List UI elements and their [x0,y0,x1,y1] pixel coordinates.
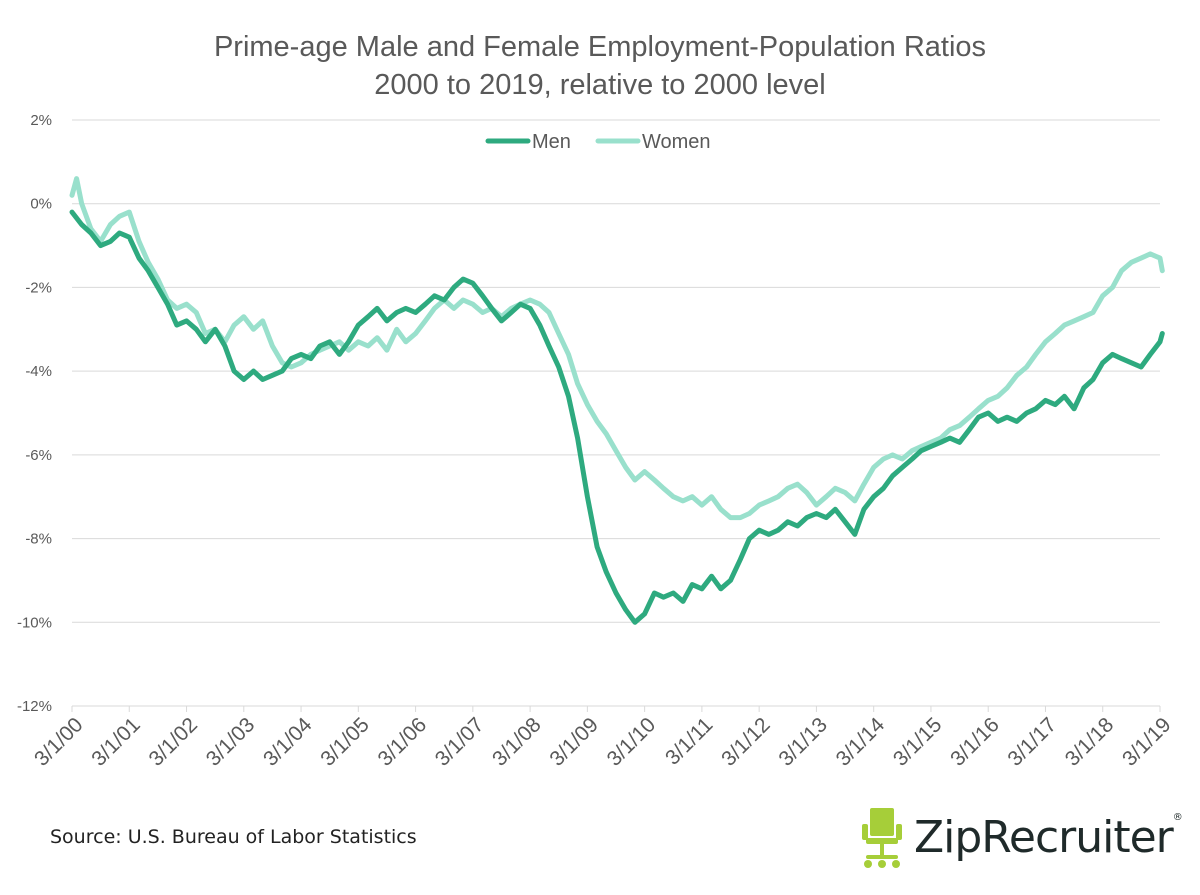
ziprecruiter-logo: ZipRecruiter® [858,808,1183,872]
x-tick-label: 3/1/13 [774,713,832,771]
x-tick-label: 3/1/02 [145,713,203,771]
y-tick-label: 0% [30,196,52,213]
x-tick-label: 3/1/11 [661,713,717,769]
y-axis: 2% 0% -2% -4% -6% -8% -10% -12% [17,112,52,715]
x-tick-label: 3/1/17 [1003,713,1061,771]
y-tick-label: -10% [17,614,52,631]
x-tick-label: 3/1/19 [1118,713,1176,771]
y-tick-label: -4% [25,363,52,380]
legend-label-men: Men [532,131,571,153]
logo-wordmark: ZipRecruiter® [914,812,1183,863]
x-tick-label: 3/1/12 [717,713,775,771]
x-tick-label: 3/1/16 [946,713,1004,771]
plot-area [69,176,1165,625]
x-tick-label: 3/1/10 [603,713,661,771]
x-tick-label: 3/1/03 [202,713,260,771]
office-chair-icon [862,808,902,868]
y-tick-label: -6% [25,447,52,464]
x-tick-label: 3/1/05 [316,713,374,771]
chart-subtitle: 2000 to 2019, relative to 2000 level [374,69,825,101]
x-tick-label: 3/1/08 [488,713,546,771]
y-tick-label: -12% [17,698,52,715]
series-line-women [69,176,1165,521]
legend-label-women: Women [642,131,711,153]
x-tick-label: 3/1/14 [832,713,890,771]
source-note: Source: U.S. Bureau of Labor Statistics [50,826,417,848]
chart-title: Prime-age Male and Female Employment-Pop… [214,31,986,63]
x-tick-label: 3/1/07 [431,713,489,771]
x-tick-label: 3/1/04 [259,713,317,771]
x-axis [71,705,1161,712]
x-tick-label: 3/1/00 [30,713,88,771]
x-axis-ticks: 3/1/00 3/1/01 3/1/02 3/1/03 3/1/04 3/1/05 3/1/… [30,713,1176,771]
legend: Men Women [485,131,711,153]
x-tick-label: 3/1/01 [87,713,145,771]
x-tick-label: 3/1/09 [545,713,603,771]
y-tick-label: 2% [30,112,52,129]
x-tick-label: 3/1/06 [374,713,432,771]
y-tick-label: -8% [25,531,52,548]
series-line-men [69,209,1165,625]
x-tick-label: 3/1/18 [1061,713,1119,771]
x-tick-label: 3/1/15 [889,713,947,771]
y-tick-label: -2% [25,279,52,296]
